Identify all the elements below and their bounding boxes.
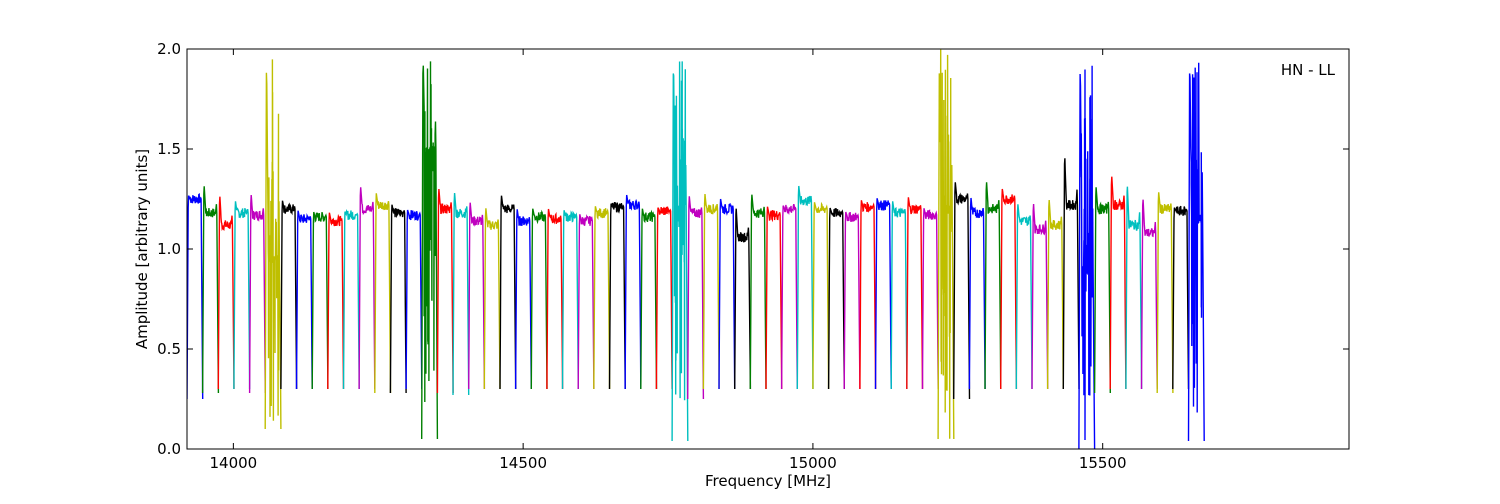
series-line-channel-14 [389, 204, 407, 394]
series-line-channel-49 [937, 49, 955, 440]
series-line-channel-30 [640, 208, 658, 390]
series-line-channel-28 [608, 202, 626, 390]
series-line-channel-5 [248, 194, 266, 394]
series-line-channel-18 [452, 192, 470, 396]
x-tick-label-15500: 15500 [1079, 454, 1127, 472]
series-line-channel-33 [687, 196, 705, 400]
series-line-channel-52 [984, 182, 1002, 390]
series-line-channel-36 [734, 208, 752, 390]
series-line-channel-26 [577, 213, 595, 390]
series-line-channel-29 [624, 194, 642, 390]
series-line-channel-55 [1031, 203, 1049, 390]
y-tick-label-3: 1.5 [157, 140, 181, 158]
series-layer [187, 49, 1205, 449]
series-line-channel-62 [1140, 199, 1158, 390]
series-line-channel-37 [749, 194, 767, 390]
series-line-channel-20 [483, 208, 501, 390]
series-line-channel-1 [187, 192, 204, 400]
x-tick-label-15000: 15000 [789, 454, 837, 472]
series-line-channel-38 [765, 206, 783, 390]
series-line-channel-47 [906, 197, 924, 390]
ticks-layer: 14000 14500 15000 15500 0.0 0.5 1.0 1.5 2.0 [157, 40, 1349, 472]
series-line-channel-45 [874, 198, 892, 390]
series-line-channel-9 [311, 211, 329, 390]
series-line-channel-32 [671, 61, 689, 442]
series-line-channel-39 [780, 203, 798, 390]
series-line-channel-12 [358, 187, 376, 390]
series-line-channel-50 [953, 182, 971, 400]
x-tick-label-14500: 14500 [499, 454, 547, 472]
series-line-channel-11 [342, 208, 360, 390]
plot-frame [186, 48, 1350, 450]
series-line-channel-65 [1187, 62, 1205, 442]
series-line-channel-10 [327, 212, 345, 390]
series-line-channel-41 [812, 201, 830, 390]
y-tick-label-2: 1.0 [157, 240, 181, 258]
plot-annotation: HN - LL [1281, 61, 1336, 79]
series-line-channel-53 [1000, 188, 1018, 390]
series-line-channel-60 [1109, 176, 1127, 390]
series-line-channel-43 [843, 211, 861, 390]
series-line-channel-64 [1172, 205, 1190, 390]
series-line-channel-44 [859, 200, 877, 390]
series-line-channel-46 [890, 201, 908, 390]
series-line-channel-15 [405, 209, 423, 390]
series-line-channel-16 [421, 61, 439, 440]
series-line-channel-6 [264, 59, 282, 430]
series-line-channel-27 [593, 206, 611, 390]
series-line-channel-31 [655, 206, 673, 390]
series-line-channel-7 [280, 200, 298, 390]
series-line-channel-25 [561, 210, 579, 390]
series-line-channel-17 [436, 188, 454, 394]
series-line-channel-23 [530, 208, 548, 390]
y-tick-label-4: 2.0 [157, 40, 181, 58]
series-line-channel-51 [968, 197, 986, 390]
series-line-channel-58 [1078, 65, 1096, 449]
series-line-channel-21 [499, 195, 517, 390]
series-line-channel-59 [1093, 187, 1111, 394]
series-line-channel-13 [374, 193, 392, 394]
series-line-channel-56 [1046, 199, 1064, 390]
series-line-channel-4 [233, 201, 251, 390]
series-line-channel-63 [1156, 192, 1174, 394]
series-line-channel-2 [201, 186, 220, 394]
x-tick-label-14000: 14000 [210, 454, 258, 472]
series-line-channel-3 [217, 196, 235, 390]
series-line-channel-57 [1062, 158, 1080, 390]
y-axis-label: Amplitude [arbitrary units] [133, 149, 151, 349]
series-line-channel-24 [546, 208, 564, 390]
series-line-channel-42 [827, 207, 845, 390]
series-line-channel-8 [295, 210, 313, 390]
series-line-channel-61 [1125, 186, 1143, 390]
series-line-channel-54 [1015, 204, 1033, 390]
series-line-channel-40 [796, 185, 814, 390]
series-line-channel-22 [514, 209, 532, 390]
series-line-channel-35 [718, 198, 736, 390]
y-tick-label-1: 0.5 [157, 340, 181, 358]
series-line-channel-34 [702, 193, 720, 390]
x-axis-label: Frequency [MHz] [705, 472, 831, 490]
series-line-channel-19 [468, 202, 486, 390]
series-line-channel-48 [921, 208, 939, 390]
y-tick-label-0: 0.0 [157, 440, 181, 458]
